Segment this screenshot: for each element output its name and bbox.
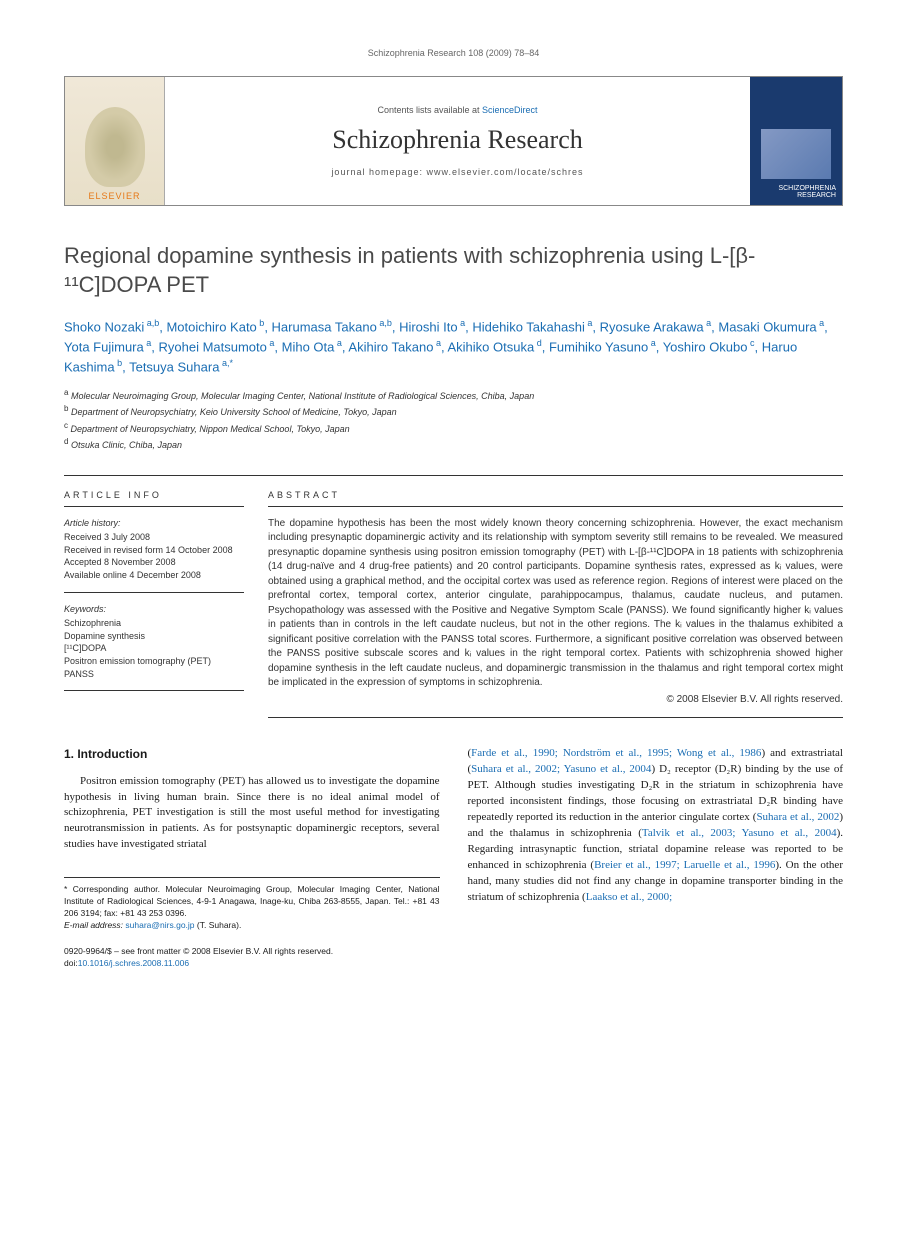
author-affiliation-marker: a bbox=[458, 318, 466, 328]
elsevier-logo-text: ELSEVIER bbox=[88, 191, 140, 201]
affiliation: c Department of Neuropsychiatry, Nippon … bbox=[64, 420, 843, 437]
body-column-left: 1. Introduction Positron emission tomogr… bbox=[64, 746, 440, 969]
article-history: Article history: Received 3 July 2008Rec… bbox=[64, 517, 244, 593]
author[interactable]: Akihiro Takano bbox=[348, 339, 433, 354]
homepage-prefix: journal homepage: bbox=[331, 167, 426, 177]
author-affiliation-marker: a bbox=[704, 318, 712, 328]
history-label: Article history: bbox=[64, 517, 244, 530]
history-line: Received 3 July 2008 bbox=[64, 531, 244, 544]
author[interactable]: Akihiko Otsuka bbox=[447, 339, 534, 354]
author[interactable]: Hiroshi Ito bbox=[399, 320, 458, 335]
body-paragraph: Positron emission tomography (PET) has a… bbox=[64, 774, 440, 854]
affiliation: a Molecular Neuroimaging Group, Molecula… bbox=[64, 387, 843, 404]
author-affiliation-marker: b bbox=[257, 318, 265, 328]
citation-link[interactable]: Talvik et al., 2003; Yasuno et al., 2004 bbox=[642, 827, 837, 839]
author-affiliation-marker: a bbox=[585, 318, 593, 328]
doi-label: doi: bbox=[64, 958, 78, 968]
author-affiliation-marker: d bbox=[534, 338, 542, 348]
author[interactable]: Yota Fujimura bbox=[64, 339, 144, 354]
body-text: 1. Introduction Positron emission tomogr… bbox=[64, 746, 843, 969]
author[interactable]: Motoichiro Kato bbox=[166, 320, 256, 335]
author[interactable]: Tetsuya Suhara bbox=[129, 359, 219, 374]
email-label: E-mail address: bbox=[64, 920, 125, 930]
history-line: Accepted 8 November 2008 bbox=[64, 556, 244, 569]
author[interactable]: Hidehiko Takahashi bbox=[472, 320, 585, 335]
citation-link[interactable]: Laakso et al., 2000; bbox=[586, 891, 672, 903]
author-affiliation-marker: a,b bbox=[377, 318, 392, 328]
doi-link[interactable]: 10.1016/j.schres.2008.11.006 bbox=[78, 958, 189, 968]
author[interactable]: Shoko Nozaki bbox=[64, 320, 144, 335]
section-heading: 1. Introduction bbox=[64, 746, 440, 763]
citation-link[interactable]: Suhara et al., 2002; Yasuno et al., 2004 bbox=[471, 763, 651, 775]
keyword: [¹¹C]DOPA bbox=[64, 642, 244, 655]
journal-cover-thumbnail: SCHIZOPHRENIA RESEARCH bbox=[750, 77, 842, 205]
keywords-label: Keywords: bbox=[64, 603, 244, 616]
keyword: Schizophrenia bbox=[64, 617, 244, 630]
author-affiliation-marker: a,b bbox=[144, 318, 159, 328]
citation-link[interactable]: Farde et al., 1990; Nordström et al., 19… bbox=[471, 747, 761, 759]
author[interactable]: Masaki Okumura bbox=[718, 320, 816, 335]
keyword: PANSS bbox=[64, 668, 244, 681]
author[interactable]: Ryohei Matsumoto bbox=[158, 339, 266, 354]
elsevier-logo: ELSEVIER bbox=[65, 77, 165, 205]
keywords-block: Keywords: SchizophreniaDopamine synthesi… bbox=[64, 603, 244, 692]
author-affiliation-marker: a bbox=[817, 318, 825, 328]
footnote-corr: * Corresponding author. Molecular Neuroi… bbox=[64, 884, 440, 920]
author-list: Shoko Nozaki a,b, Motoichiro Kato b, Har… bbox=[64, 317, 843, 376]
copyright-footer: 0920-9964/$ – see front matter © 2008 El… bbox=[64, 946, 440, 970]
author[interactable]: Harumasa Takano bbox=[272, 320, 377, 335]
elsevier-tree-icon bbox=[85, 107, 145, 187]
history-line: Received in revised form 14 October 2008 bbox=[64, 544, 244, 557]
article-title: Regional dopamine synthesis in patients … bbox=[64, 242, 843, 299]
author-affiliation-marker: a bbox=[267, 338, 275, 348]
article-info-panel: ARTICLE INFO Article history: Received 3… bbox=[64, 490, 244, 719]
front-matter-line: 0920-9964/$ – see front matter © 2008 El… bbox=[64, 946, 440, 958]
author[interactable]: Yoshiro Okubo bbox=[663, 339, 748, 354]
journal-homepage: journal homepage: www.elsevier.com/locat… bbox=[331, 167, 583, 177]
keyword: Dopamine synthesis bbox=[64, 630, 244, 643]
body-column-right: (Farde et al., 1990; Nordström et al., 1… bbox=[468, 746, 844, 969]
homepage-url[interactable]: www.elsevier.com/locate/schres bbox=[427, 167, 584, 177]
body-paragraph: (Farde et al., 1990; Nordström et al., 1… bbox=[468, 746, 844, 905]
author-affiliation-marker: a bbox=[144, 338, 152, 348]
cover-text: SCHIZOPHRENIA RESEARCH bbox=[756, 185, 836, 199]
affiliation: d Otsuka Clinic, Chiba, Japan bbox=[64, 436, 843, 453]
abstract-label: ABSTRACT bbox=[268, 490, 843, 507]
author-affiliation-marker: a,* bbox=[219, 358, 233, 368]
affiliation-list: a Molecular Neuroimaging Group, Molecula… bbox=[64, 387, 843, 453]
contents-prefix: Contents lists available at bbox=[377, 105, 482, 115]
email-suffix: (T. Suhara). bbox=[197, 920, 241, 930]
author-affiliation-marker: c bbox=[748, 338, 755, 348]
author-affiliation-marker: a bbox=[334, 338, 342, 348]
author-affiliation-marker: a bbox=[433, 338, 441, 348]
author[interactable]: Ryosuke Arakawa bbox=[600, 320, 704, 335]
contents-available-line: Contents lists available at ScienceDirec… bbox=[377, 105, 537, 115]
citation-link[interactable]: Breier et al., 1997; Laruelle et al., 19… bbox=[594, 859, 775, 871]
corresponding-email[interactable]: suhara@nirs.go.jp bbox=[125, 920, 194, 930]
journal-name: Schizophrenia Research bbox=[332, 125, 583, 155]
abstract-panel: ABSTRACT The dopamine hypothesis has bee… bbox=[268, 490, 843, 719]
keyword: Positron emission tomography (PET) bbox=[64, 655, 244, 668]
article-info-label: ARTICLE INFO bbox=[64, 490, 244, 507]
citation-link[interactable]: Suhara et al., 2002 bbox=[756, 811, 839, 823]
sciencedirect-link[interactable]: ScienceDirect bbox=[482, 105, 538, 115]
abstract-copyright: © 2008 Elsevier B.V. All rights reserved… bbox=[268, 693, 843, 708]
author[interactable]: Fumihiko Yasuno bbox=[549, 339, 648, 354]
affiliation: b Department of Neuropsychiatry, Keio Un… bbox=[64, 403, 843, 420]
history-line: Available online 4 December 2008 bbox=[64, 569, 244, 582]
cover-image-icon bbox=[761, 129, 831, 179]
author-affiliation-marker: b bbox=[115, 358, 123, 368]
journal-masthead: ELSEVIER Contents lists available at Sci… bbox=[64, 76, 843, 206]
author[interactable]: Miho Ota bbox=[282, 339, 335, 354]
masthead-center: Contents lists available at ScienceDirec… bbox=[165, 77, 750, 205]
running-header: Schizophrenia Research 108 (2009) 78–84 bbox=[64, 48, 843, 58]
corresponding-author-footnote: * Corresponding author. Molecular Neuroi… bbox=[64, 877, 440, 932]
author-affiliation-marker: a bbox=[648, 338, 656, 348]
abstract-text: The dopamine hypothesis has been the mos… bbox=[268, 517, 843, 719]
